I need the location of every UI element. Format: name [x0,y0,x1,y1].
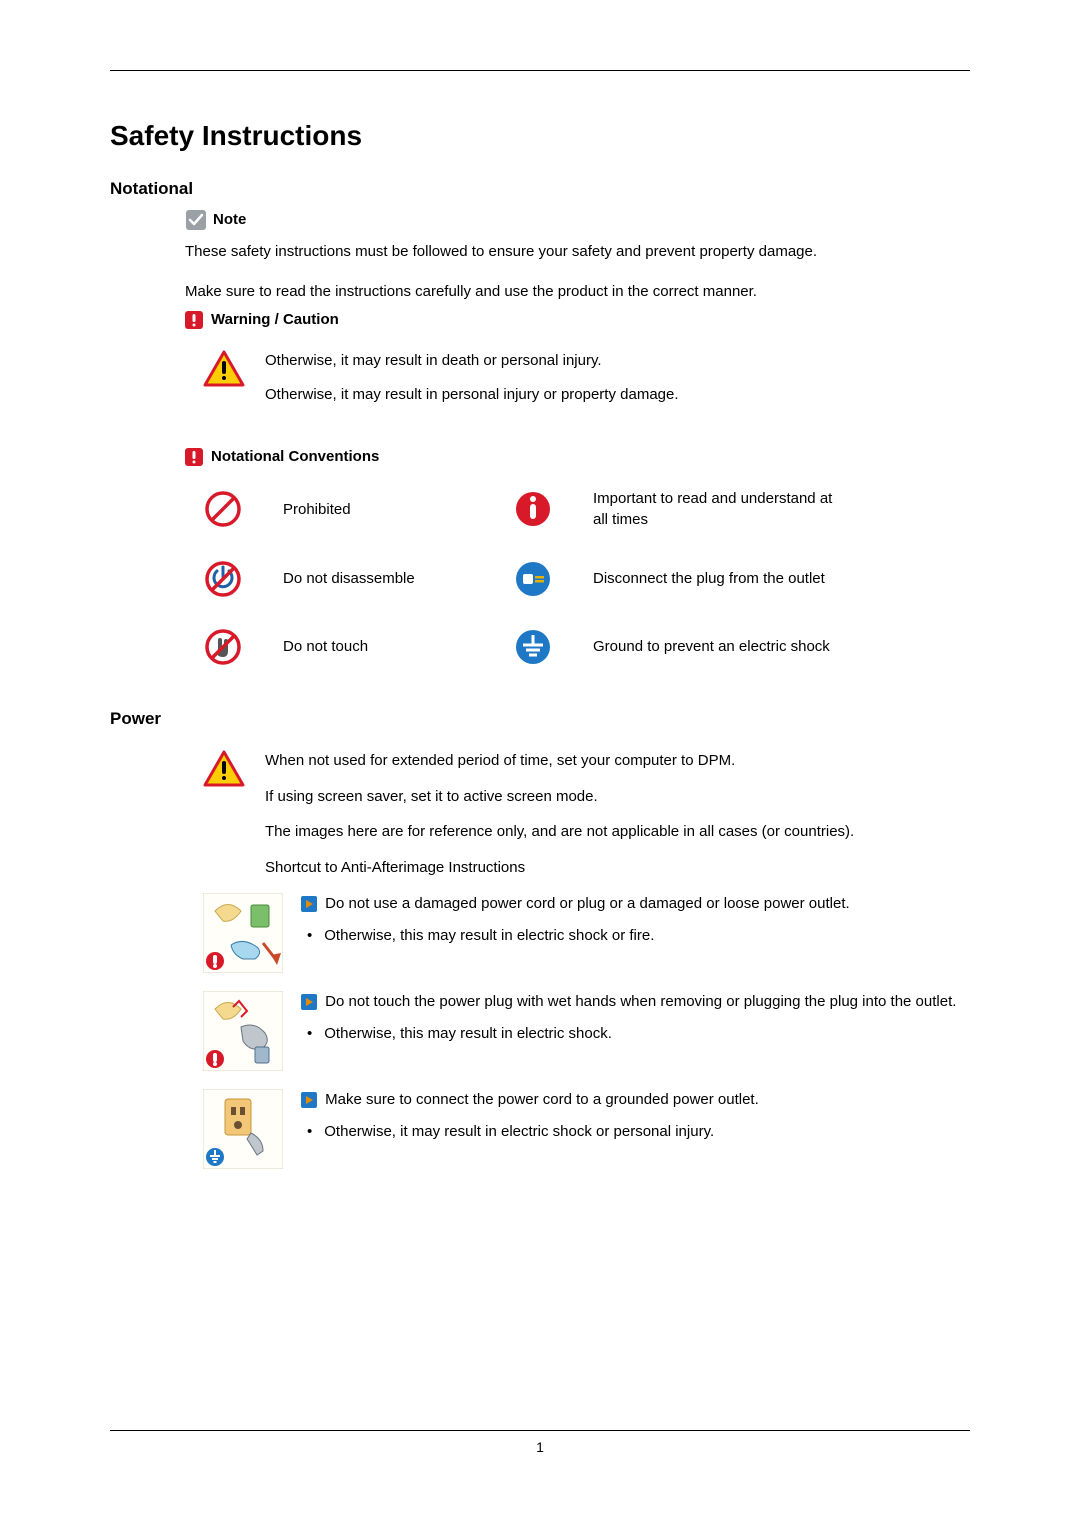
important-info-icon [513,489,553,529]
no-touch-icon [203,627,243,667]
prohibited-text: Prohibited [283,499,483,521]
warning-exclaim-icon [185,311,203,329]
no-disassemble-icon [203,559,243,599]
power-intro-block: When not used for extended period of tim… [203,750,970,893]
power-p2: If using screen saver, set it to active … [265,786,854,808]
no-disassemble-text: Do not disassemble [283,568,483,590]
warning-triangle-icon [203,350,245,388]
important-info-text: Important to read and understand at all … [593,488,833,532]
disconnect-plug-text: Disconnect the plug from the outlet [593,568,833,590]
note-row: Note [185,209,970,231]
play-bullet-icon [301,1092,317,1108]
power-item-2-thumb [203,991,283,1071]
page-footer: 1 [110,1430,970,1457]
prohibited-icon [203,489,243,529]
bullet-dot: • [307,925,312,947]
power-item-1-thumb [203,893,283,973]
section-notational-title: Notational [110,177,970,202]
warning-line-2: Otherwise, it may result in personal inj… [265,384,679,406]
ground-icon [513,627,553,667]
play-bullet-icon [301,896,317,912]
warning-label: Warning / Caution [211,309,339,331]
conventions-label: Notational Conventions [211,446,379,468]
power-p4: Shortcut to Anti-Afterimage Instructions [265,857,854,879]
power-item-2-headline: Do not touch the power plug with wet han… [325,993,956,1010]
disconnect-plug-icon [513,559,553,599]
power-item-3-headline: Make sure to connect the power cord to a… [325,1091,759,1108]
notational-para-2: Make sure to read the instructions caref… [185,281,970,303]
no-touch-text: Do not touch [283,636,483,658]
notational-para-1: These safety instructions must be follow… [185,241,970,263]
warning-triangle-block: Otherwise, it may result in death or per… [203,350,970,418]
power-p1: When not used for extended period of tim… [265,750,854,772]
bullet-dot: • [307,1023,312,1045]
note-label: Note [213,209,246,231]
ground-text: Ground to prevent an electric shock [593,636,833,658]
power-item-1: Do not use a damaged power cord or plug … [203,893,970,973]
conventions-row: Notational Conventions [185,446,970,468]
warning-row: Warning / Caution [185,309,970,331]
power-p3: The images here are for reference only, … [265,821,854,843]
page-number: 1 [110,1437,970,1457]
power-item-3-bullet: Otherwise, it may result in electric sho… [324,1121,714,1143]
play-bullet-icon [301,994,317,1010]
power-item-1-bullet: Otherwise, this may result in electric s… [324,925,654,947]
warning-line-1: Otherwise, it may result in death or per… [265,350,679,372]
section-power-title: Power [110,707,970,732]
power-item-2: Do not touch the power plug with wet han… [203,991,970,1071]
note-check-icon [185,209,207,231]
power-item-3-thumb [203,1089,283,1169]
power-item-1-headline: Do not use a damaged power cord or plug … [325,895,850,912]
power-item-2-bullet: Otherwise, this may result in electric s… [324,1023,612,1045]
page-title: Safety Instructions [110,116,970,157]
power-item-3: Make sure to connect the power cord to a… [203,1089,970,1169]
warning-triangle-icon-2 [203,750,245,788]
bullet-dot: • [307,1121,312,1143]
top-rule [110,70,970,71]
conventions-exclaim-icon [185,448,203,466]
conventions-grid: Prohibited Important to read and underst… [203,488,970,668]
